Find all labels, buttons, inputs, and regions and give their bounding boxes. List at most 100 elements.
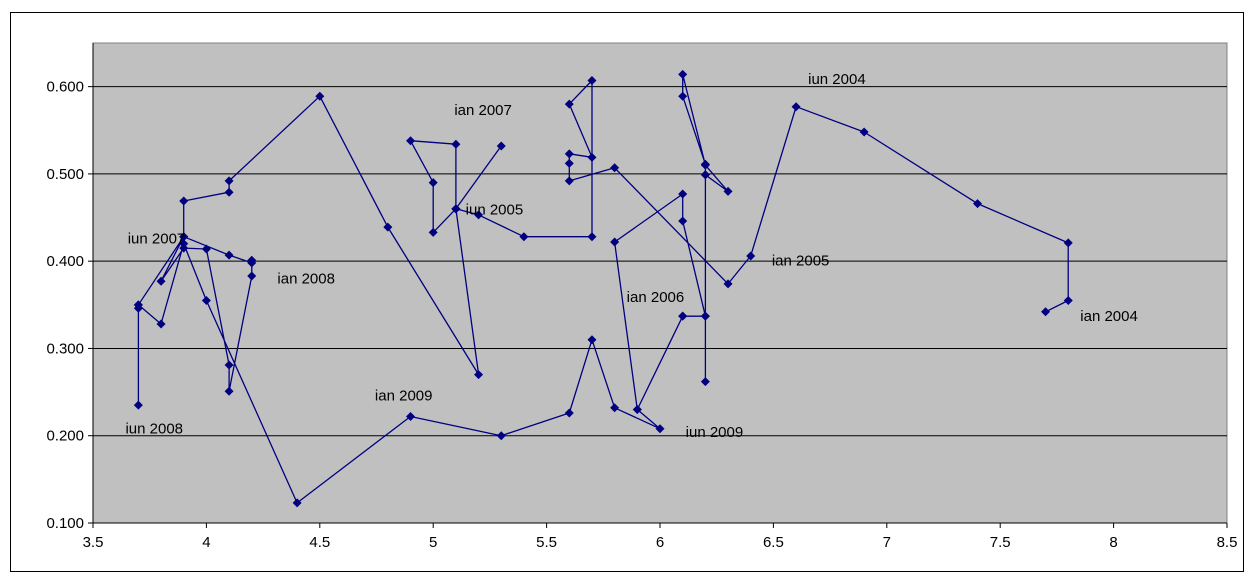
data-point: [201, 244, 211, 254]
x-tick-label: 5.5: [536, 534, 557, 551]
data-point: [700, 160, 710, 170]
data-point: [428, 178, 438, 188]
annotation-label: iun 2005: [466, 202, 524, 219]
x-tick-label: 8.5: [1217, 534, 1238, 551]
x-tick-label: 6.5: [763, 534, 784, 551]
y-tick-label: 0.600: [46, 79, 84, 96]
data-point: [519, 232, 529, 242]
y-tick-label: 0.200: [46, 428, 84, 445]
annotation-label: ian 2005: [772, 252, 830, 269]
data-point: [723, 186, 733, 196]
data-point: [678, 69, 688, 79]
data-point: [973, 199, 983, 209]
data-point: [1063, 238, 1073, 248]
data-point: [247, 271, 257, 281]
plot-area: [92, 42, 1228, 524]
annotation-label: ian 2007: [454, 102, 512, 119]
data-point: [564, 158, 574, 168]
annotations-group: iun 2004 ian 2007 iun 2005 iun 2007 ian 2005…: [125, 71, 1137, 441]
annotation-label: iun 2009: [686, 424, 744, 441]
series-line: [137, 73, 1069, 504]
data-point: [383, 222, 393, 232]
data-point: [406, 136, 416, 146]
data-point: [247, 258, 257, 268]
y-tick-label: 0.400: [46, 253, 84, 270]
data-point: [1063, 295, 1073, 305]
data-point: [587, 152, 597, 162]
data-point: [678, 91, 688, 101]
x-tick-label: 5: [429, 534, 437, 551]
y-tick-label: 0.100: [46, 515, 84, 532]
annotation-label: ian 2008: [277, 271, 335, 288]
data-point: [156, 276, 166, 286]
data-point: [156, 319, 166, 329]
y-axis-ticks: 0.100 0.200 0.300 0.400 0.500 0.600: [46, 79, 93, 532]
data-point: [610, 403, 620, 413]
data-point: [428, 227, 438, 237]
data-point: [224, 360, 234, 370]
data-point: [587, 76, 597, 86]
data-point: [496, 431, 506, 441]
x-axis-ticks: 3.5 4 4.5 5 5.5 6 6.5 7 7.5 8 8.5: [83, 523, 1238, 551]
annotation-label: ian 2004: [1080, 308, 1138, 325]
data-point: [474, 370, 484, 380]
annotation-label: iun 2008: [125, 421, 183, 438]
data-point: [451, 139, 461, 149]
data-point: [723, 279, 733, 289]
data-point: [700, 377, 710, 387]
data-point: [179, 232, 189, 242]
data-point: [791, 102, 801, 112]
data-point: [315, 91, 325, 101]
data-point: [201, 295, 211, 305]
data-point: [224, 386, 234, 396]
data-point: [700, 311, 710, 321]
data-point: [179, 196, 189, 206]
annotation-label: iun 2004: [808, 71, 866, 88]
x-tick-label: 4: [202, 534, 210, 551]
data-point: [133, 400, 143, 410]
data-point: [406, 412, 416, 422]
annotation-label: ian 2009: [375, 388, 433, 405]
data-point: [587, 232, 597, 242]
y-tick-label: 0.300: [46, 340, 84, 357]
data-point: [564, 149, 574, 159]
data-point: [224, 187, 234, 197]
data-point: [632, 405, 642, 415]
data-point: [224, 250, 234, 260]
data-point: [451, 204, 461, 214]
data-point: [564, 408, 574, 418]
data-point: [587, 335, 597, 345]
x-tick-label: 7: [883, 534, 891, 551]
chart-frame: 3.5 4 4.5 5 5.5 6 6.5 7 7.5 8 8.5 0.100 0.200 0.300 0…: [10, 12, 1244, 572]
data-point: [610, 163, 620, 173]
data-point: [564, 176, 574, 186]
data-point: [678, 189, 688, 199]
x-tick-label: 3.5: [83, 534, 104, 551]
y-tick-label: 0.500: [46, 166, 84, 183]
data-point: [746, 251, 756, 261]
markers-group: [133, 69, 1073, 508]
data-point: [1041, 307, 1051, 317]
gridlines: [93, 86, 1227, 437]
data-point: [859, 127, 869, 137]
data-point: [133, 300, 143, 310]
x-tick-label: 7.5: [990, 534, 1011, 551]
data-point: [474, 210, 484, 220]
data-point: [224, 176, 234, 186]
x-tick-label: 8: [1109, 534, 1117, 551]
series-group: [137, 73, 1069, 504]
data-point: [179, 239, 189, 249]
x-tick-label: 4.5: [309, 534, 330, 551]
data-point: [610, 237, 620, 247]
annotation-label: iun 2007: [128, 230, 186, 247]
data-point: [292, 498, 302, 508]
data-point: [564, 99, 574, 109]
data-point: [700, 170, 710, 180]
x-tick-label: 6: [656, 534, 664, 551]
data-point: [678, 216, 688, 226]
data-point: [496, 141, 506, 151]
annotation-label: ian 2006: [627, 289, 685, 306]
data-point: [678, 311, 688, 321]
data-point: [655, 424, 665, 434]
line-chart: 3.5 4 4.5 5 5.5 6 6.5 7 7.5 8 8.5 0.1000.2000.3000…: [46, 42, 1238, 551]
